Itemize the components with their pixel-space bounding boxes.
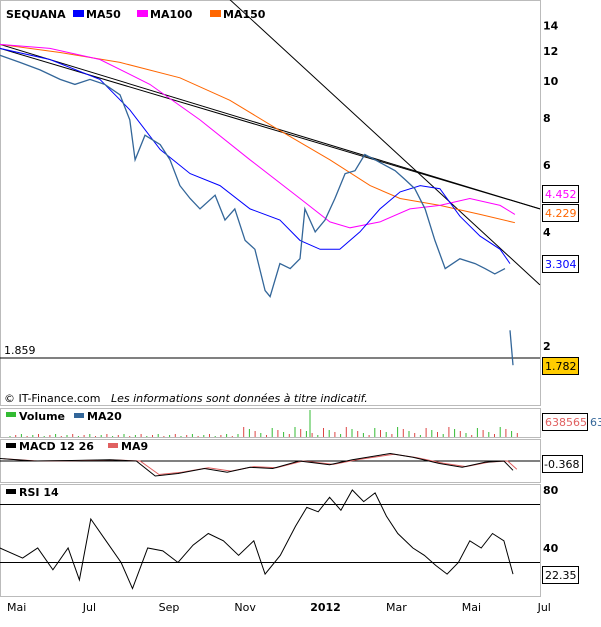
x-tick-label: Mai	[462, 601, 481, 614]
trendline	[229, 0, 541, 286]
macd-value: -0.368	[544, 458, 579, 471]
volume-legend-swatch	[6, 412, 16, 417]
macd-legend-swatch	[6, 443, 16, 448]
y-tick-label: 8	[543, 112, 551, 125]
legend-swatch	[210, 10, 221, 17]
volume-panel	[0, 408, 541, 438]
value-label: 4.452	[545, 188, 577, 201]
legend-label: MA100	[150, 8, 193, 21]
copyright-text: © IT-Finance.com	[4, 392, 101, 405]
trendline	[0, 43, 541, 210]
legend-swatch	[73, 10, 84, 17]
y-tick-label: 4	[543, 226, 551, 239]
ma20-label: MA20	[87, 410, 122, 423]
macd-label: MACD 12 26	[19, 440, 94, 453]
chart-title: SEQUANA	[6, 8, 66, 21]
price-line-recent	[509, 330, 514, 366]
rsi-line	[0, 489, 514, 590]
rsi-panel	[0, 484, 541, 597]
y-tick-label: 10	[543, 75, 559, 88]
disclaimer: Les informations sont données à titre in…	[111, 392, 368, 405]
ma50-line	[0, 47, 511, 264]
y-tick-label: 14	[543, 20, 559, 33]
value-label: 4.229	[545, 207, 577, 220]
x-tick-label: Jul	[537, 601, 551, 614]
rsi-value-box	[542, 566, 579, 584]
rsi-legend-swatch	[6, 489, 16, 494]
copyright: © IT-Finance.com Les informations sont d…	[4, 392, 368, 405]
x-tick-label: Nov	[234, 601, 256, 614]
volume-ma-value: 63	[590, 416, 601, 429]
value-box	[542, 357, 579, 375]
rsi-label: RSI 14	[19, 486, 59, 499]
legend-label: MA150	[223, 8, 266, 21]
ma20-legend-swatch	[74, 413, 84, 418]
rsi-tick-label: 40	[543, 542, 559, 555]
x-tick-label: 2012	[310, 601, 341, 614]
y-tick-label: 12	[543, 45, 558, 58]
legend-label: MA50	[86, 8, 121, 21]
legend-swatch	[137, 10, 148, 17]
value-box	[542, 185, 579, 203]
volume-value-box	[542, 413, 588, 431]
price-line	[0, 54, 506, 298]
ma9-label: MA9	[121, 440, 148, 453]
rsi-value: 22.35	[545, 569, 577, 582]
x-tick-label: Mai	[7, 601, 26, 614]
value-label: 3.304	[545, 258, 577, 271]
volume-label: Volume	[19, 410, 65, 423]
ma150-line	[0, 43, 516, 224]
ma100-line	[0, 43, 516, 229]
rsi-tick-label: 80	[543, 484, 559, 497]
macd-value-box	[542, 455, 583, 473]
macd-line	[0, 452, 514, 477]
y-tick-label: 2	[543, 340, 551, 353]
value-box	[542, 204, 579, 222]
trendline	[0, 47, 541, 210]
value-label: 1.782	[545, 360, 577, 373]
volume-value: 638565	[545, 416, 587, 429]
macd-signal-line	[3, 453, 518, 476]
x-tick-label: Jul	[82, 601, 96, 614]
x-tick-label: Sep	[159, 601, 180, 614]
support-label: 1.859	[4, 344, 36, 357]
value-box	[542, 255, 579, 273]
y-tick-label: 6	[543, 159, 551, 172]
ma9-legend-swatch	[108, 443, 118, 448]
price-panel	[0, 0, 541, 406]
x-tick-label: Mar	[386, 601, 407, 614]
